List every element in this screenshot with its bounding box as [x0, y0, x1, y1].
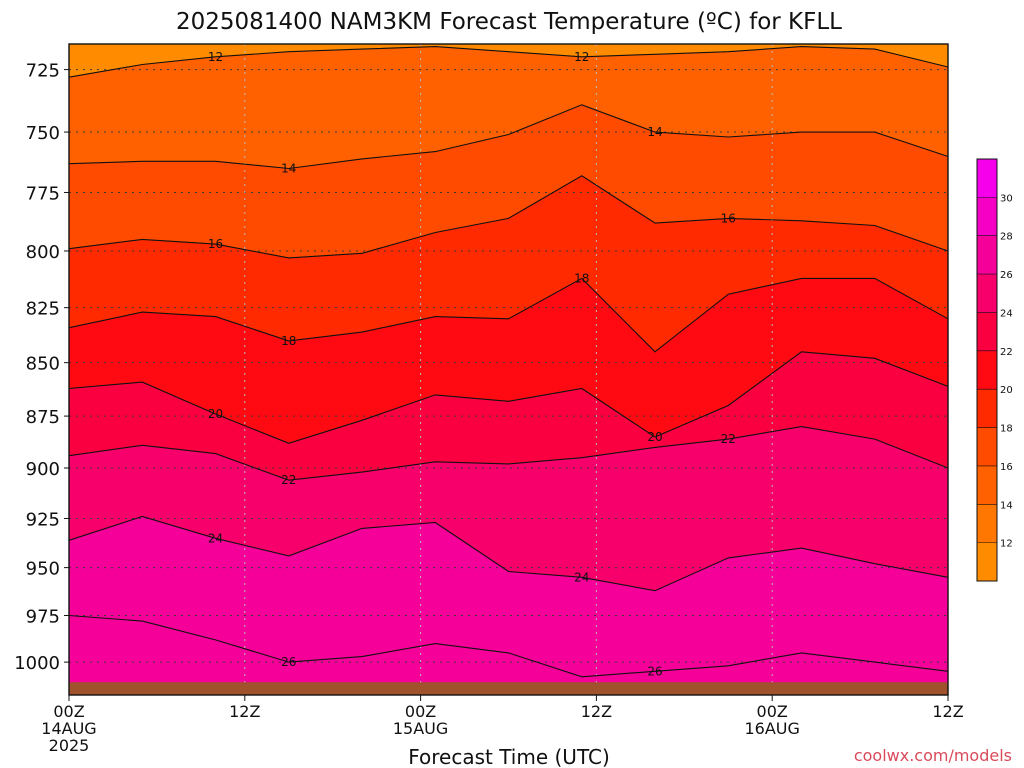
isotherm-label-20: 20 — [208, 407, 223, 421]
colorbar-swatch — [977, 197, 997, 237]
y-tick-label: 750 — [26, 123, 60, 144]
colorbar-swatch — [977, 350, 997, 390]
colorbar-swatch — [977, 465, 997, 505]
y-tick-label: 925 — [26, 509, 60, 530]
chart-title: 2025081400 NAM3KM Forecast Temperature (… — [176, 9, 842, 35]
colorbar: 12 14 16 18 20 22 24 26 28 30 — [976, 158, 1013, 582]
y-tick-label: 1000 — [14, 653, 60, 674]
isotherm-line-20 — [68, 351, 949, 444]
colorbar-tick-label: 28 — [1000, 232, 1013, 243]
x-tick-label: 00Z — [757, 702, 788, 721]
colorbar-tick-label: 14 — [1000, 500, 1013, 511]
isotherm-label-12: 12 — [574, 50, 589, 64]
colorbar-tick-label: 26 — [1000, 270, 1013, 281]
colorbar-swatch — [977, 235, 997, 275]
isotherm-line-16 — [68, 175, 949, 259]
y-tick-label: 825 — [26, 299, 60, 320]
isotherm-label-24: 24 — [574, 570, 589, 584]
y-tick-label: 900 — [26, 459, 60, 480]
y-tick-label: 800 — [26, 242, 60, 263]
isotherm-label-20: 20 — [647, 430, 662, 444]
y-tick-label: 850 — [26, 354, 60, 375]
x-tick-label: 16AUG — [744, 719, 799, 738]
x-tick-label: 14AUG — [41, 719, 96, 738]
colorbar-tick-label: 18 — [1000, 424, 1013, 435]
colorbar-swatch — [977, 427, 997, 467]
isotherm-label-18: 18 — [281, 334, 296, 348]
colorbar-tick-label: 24 — [1000, 308, 1013, 319]
y-tick-label: 950 — [26, 559, 60, 580]
terrain-band — [69, 682, 948, 695]
x-tick-label: 15AUG — [393, 719, 448, 738]
isotherm-label-18: 18 — [574, 271, 589, 285]
colorbar-swatch — [977, 159, 997, 198]
isotherm-line-14 — [68, 104, 949, 170]
x-tick-label: 00Z — [53, 702, 84, 721]
colorbar-swatch — [977, 389, 997, 429]
colorbar-tick-label: 20 — [1000, 385, 1013, 396]
y-tick-label: 775 — [26, 183, 60, 204]
temperature-fill — [69, 44, 948, 696]
x-tick-label: 12Z — [229, 702, 260, 721]
band-fill-above-24 — [69, 516, 948, 695]
band-fill-below-12 — [69, 44, 948, 78]
x-tick-label: 12Z — [581, 702, 612, 721]
isotherm-label-12: 12 — [208, 50, 223, 64]
colorbar-swatch — [977, 312, 997, 352]
plot-border — [68, 43, 949, 696]
band-fill-above-26 — [69, 615, 948, 695]
y-tick-label: 975 — [26, 606, 60, 627]
isotherm-line-12 — [68, 46, 949, 78]
isotherm-label-16: 16 — [208, 237, 223, 251]
isotherm-contours: 12 12 14 14 16 16 18 18 20 20 22 22 24 24 26 26 — [68, 46, 949, 678]
x-tick-label: 2025 — [49, 736, 90, 755]
x-tick-label: 12Z — [932, 702, 963, 721]
isotherm-line-24 — [68, 515, 949, 592]
colorbar-tick-label: 22 — [1000, 347, 1013, 358]
x-axis-label: Forecast Time (UTC) — [408, 745, 610, 768]
isotherm-label-14: 14 — [647, 125, 662, 139]
colorbar-swatch — [977, 274, 997, 313]
credit-text[interactable]: coolwx.com/models — [854, 746, 1012, 765]
colorbar-swatch — [977, 542, 997, 582]
y-tick-label: 725 — [26, 61, 60, 82]
y-axis: 725 750 775 800 825 850 875 900 925 950 975 1000 — [14, 61, 69, 674]
isotherm-label-22: 22 — [281, 473, 296, 487]
isotherm-line-18 — [68, 277, 949, 353]
colorbar-tick-label: 30 — [1000, 193, 1013, 204]
isotherm-label-24: 24 — [208, 531, 223, 545]
plot-frame — [68, 43, 949, 696]
isotherm-line-26 — [68, 614, 949, 678]
isotherm-label-26: 26 — [647, 664, 662, 678]
y-tick-label: 875 — [26, 407, 60, 428]
isotherm-line-22 — [68, 426, 949, 481]
isotherm-label-26: 26 — [281, 655, 296, 669]
isotherm-label-22: 22 — [721, 432, 736, 446]
surface-band — [69, 682, 948, 695]
colorbar-tick-label: 16 — [1000, 462, 1013, 473]
isotherm-label-14: 14 — [281, 162, 296, 176]
colorbar-tick-label: 12 — [1000, 539, 1013, 550]
isotherm-label-16: 16 — [721, 211, 736, 225]
x-tick-label: 00Z — [405, 702, 436, 721]
colorbar-border — [976, 158, 998, 582]
colorbar-swatch — [977, 504, 997, 544]
